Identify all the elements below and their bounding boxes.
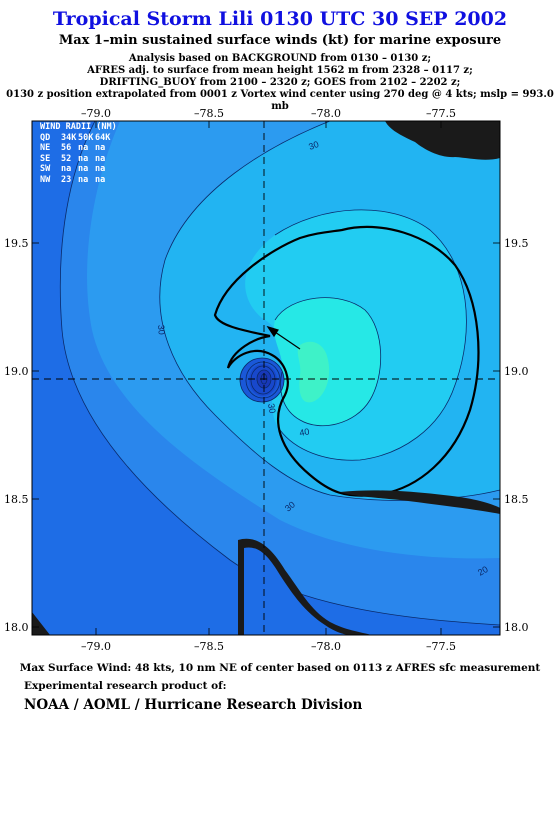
- x-tick-marks: [95, 121, 442, 635]
- wind-radii-col: QD: [40, 132, 51, 143]
- wind-radii-columns: QD 34K 50K 64K: [40, 133, 117, 144]
- storm-motion-arrow: [266, 325, 301, 350]
- y-tick-marks: [32, 242, 500, 628]
- y-tick-label-left: 18.0: [4, 621, 29, 634]
- wind-radii-row: NW 23 na na: [40, 175, 117, 186]
- map-subtitle: Max 1–min sustained surface winds (kt) f…: [58, 33, 502, 48]
- wind-radii-cell: na: [61, 164, 72, 174]
- wind-radii-row: SW na na na: [40, 164, 117, 175]
- wind-band-45: [297, 341, 330, 403]
- x-tick-label-bottom: –79.0: [81, 640, 111, 653]
- y-tick-label-right: 18.5: [504, 493, 529, 506]
- contour-label: 30: [156, 324, 167, 335]
- wind-radii-cell: na: [95, 164, 106, 174]
- y-tick-label-left: 19.0: [4, 365, 29, 378]
- wind-radii-table: WIND RADII (NM) QD 34K 50K 64K NE 56 na na SE 5…: [40, 122, 117, 185]
- x-tick-label-top: –77.5: [426, 107, 456, 120]
- x-tick-label-bottom: –78.0: [311, 640, 341, 653]
- contour-35: [274, 209, 467, 461]
- wind-radii-row: NE 56 na na: [40, 143, 117, 154]
- analysis-line-3: DRIFTING_BUOY from 2100 – 2320 z; GOES f…: [99, 77, 461, 88]
- wind-radii-cell: 56: [61, 143, 72, 153]
- contour-20: [59, 121, 500, 626]
- land-jamaica: [385, 121, 500, 160]
- x-tick-label-bottom: –78.5: [194, 640, 224, 653]
- wind-radii-cell: NE: [40, 143, 51, 153]
- eye-contours: [239, 357, 285, 403]
- contour-label-group: 30 30 40 30 20 30: [156, 139, 490, 578]
- wind-radii-col: 50K: [78, 132, 94, 143]
- analysis-line-4: 0130 z position extrapolated from 0001 z…: [6, 89, 554, 112]
- y-tick-label-right: 19.5: [504, 237, 529, 250]
- wind-radii-row: SE 52 na na: [40, 154, 117, 165]
- wind-shading: 30 30 40 30 20 30: [32, 121, 500, 635]
- contour-label: 30: [307, 139, 320, 152]
- y-tick-label-right: 18.0: [504, 621, 529, 634]
- wind-radii-col: 64K: [95, 132, 111, 143]
- contour-34kt-thick: [213, 225, 480, 497]
- wind-radii-cell: SE: [40, 153, 51, 164]
- land-southeast: [340, 490, 500, 514]
- x-tick-label-top: –78.0: [311, 107, 341, 120]
- organization-label: NOAA / AOML / Hurricane Research Divisio…: [24, 697, 363, 713]
- analysis-line-2: AFRES adj. to surface from mean height 1…: [87, 65, 473, 76]
- wind-radii-cell: na: [78, 153, 89, 164]
- wind-radii-cell: na: [95, 174, 106, 185]
- max-wind-note: Max Surface Wind: 48 kts, 10 nm NE of ce…: [19, 662, 541, 674]
- experimental-note: Experimental research product of:: [24, 680, 227, 692]
- contour-25: [159, 121, 500, 501]
- wind-radii-cell: NW: [40, 174, 51, 185]
- wind-radii-cell: na: [78, 143, 89, 153]
- center-crosshair: [32, 121, 500, 635]
- x-tick-label-top: –78.5: [194, 107, 224, 120]
- wind-radii-col: 34K: [61, 132, 77, 143]
- x-tick-label-top: –79.0: [81, 107, 111, 120]
- x-tick-label-bottom: –77.5: [426, 640, 456, 653]
- analysis-line-1: Analysis based on BACKGROUND from 0130 –…: [128, 53, 432, 64]
- wind-radii-cell: na: [78, 164, 89, 174]
- y-tick-label-right: 19.0: [504, 365, 529, 378]
- contour-label: 20: [476, 564, 490, 578]
- wind-radii-cell: 52: [61, 153, 72, 164]
- wind-radii-cell: SW: [40, 164, 51, 174]
- wind-radii-cell: na: [78, 174, 89, 185]
- y-tick-label-left: 18.5: [4, 493, 29, 506]
- contour-40: [274, 297, 382, 427]
- contour-label: 30: [266, 403, 278, 415]
- map-title: Tropical Storm Lili 0130 UTC 30 SEP 2002: [52, 8, 508, 30]
- wind-radii-header: WIND RADII (NM): [40, 122, 117, 132]
- land-haiti-coast: [244, 547, 350, 635]
- plot-frame: [31, 120, 501, 636]
- land-southwest: [32, 612, 50, 635]
- y-tick-label-left: 19.5: [4, 237, 29, 250]
- wind-radii-cell: na: [95, 143, 106, 153]
- wind-radii-cell: na: [95, 153, 106, 164]
- contour-label: 40: [299, 426, 311, 438]
- wind-radii-cell: 23: [61, 174, 72, 185]
- contour-label: 30: [283, 499, 297, 513]
